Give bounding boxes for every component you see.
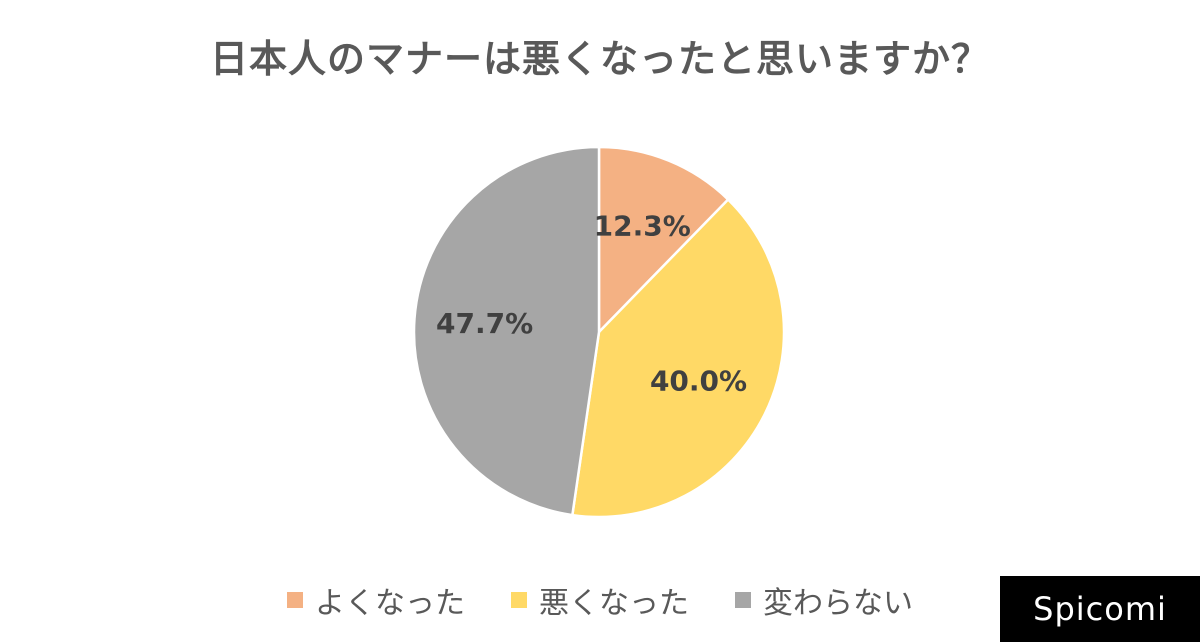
brand-logo: Spicomi [1000, 576, 1200, 642]
pie-slice-better [597, 145, 730, 336]
legend-swatch-better [287, 592, 303, 608]
data-label-worse: 40.0% [650, 365, 747, 398]
data-label-better: 12.3% [594, 209, 691, 242]
legend-label-better: よくなった [315, 586, 465, 621]
legend-label-worse: 悪くなった [539, 586, 689, 621]
legend-item-better: よくなった [287, 578, 465, 622]
pie-slice-worse [570, 197, 786, 519]
pie-data-labels: 12.3% 40.0% 47.7% [436, 209, 747, 397]
chart-title: 日本人のマナーは悪くなったと思いますか？ [209, 37, 990, 81]
pie-slice-unchanged [412, 145, 601, 517]
legend-item-worse: 悪くなった [511, 578, 689, 622]
data-label-unchanged: 47.7% [436, 307, 533, 340]
pie-slices [412, 145, 786, 519]
legend-item-unchanged: 変わらない [735, 578, 913, 622]
chart-legend: よくなった 悪くなった 変わらない [0, 578, 1000, 622]
legend-label-unchanged: 変わらない [763, 586, 913, 621]
legend-swatch-unchanged [735, 592, 751, 608]
legend-swatch-worse [511, 592, 527, 608]
